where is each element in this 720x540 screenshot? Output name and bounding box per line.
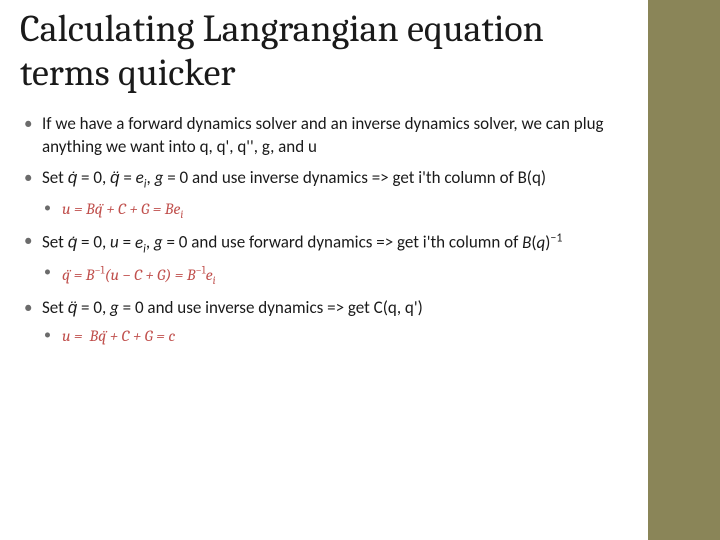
bullet-item: Set q̇ = 0, u = ei, g = 0 and use forwar… <box>20 230 640 289</box>
bullet-text: If we have a forward dynamics solver and… <box>42 113 604 157</box>
bullet-list: If we have a forward dynamics solver and… <box>20 113 640 347</box>
sub-list: u = Bq̈ + C + G = c <box>42 326 640 348</box>
sub-item: u = Bq̈ + C + G = c <box>42 326 640 348</box>
bullet-tail-math: B(q)−1 <box>522 232 562 253</box>
bullet-conditions: q̈ = 0, g = 0 <box>68 297 144 318</box>
sub-item: u = Bq̈ + C + G = Bei <box>42 199 640 222</box>
bullet-conditions: q̇ = 0, u = ei, g = 0 <box>68 232 188 253</box>
equation: q̈ = B−1(u − C + G) = B−1ei <box>62 266 216 284</box>
sub-list: u = Bq̈ + C + G = Bei <box>42 199 640 222</box>
accent-sidebar <box>648 0 720 540</box>
slide-content: Calculating Langrangian equation terms q… <box>20 8 640 355</box>
bullet-text-mid: and use inverse dynamics => get C(q, q') <box>144 297 423 318</box>
bullet-text-mid: and use inverse dynamics => get i'th col… <box>188 167 546 188</box>
equation: u = Bq̈ + C + G = Bei <box>62 200 183 218</box>
sub-list: q̈ = B−1(u − C + G) = B−1ei <box>42 263 640 289</box>
bullet-item: Set q̇ = 0, q̈ = ei, g = 0 and use inver… <box>20 167 640 222</box>
bullet-text-mid: and use forward dynamics => get i'th col… <box>187 232 522 253</box>
equation: u = Bq̈ + C + G = c <box>62 327 175 345</box>
bullet-item: If we have a forward dynamics solver and… <box>20 113 640 159</box>
bullet-text-prefix: Set <box>42 297 68 318</box>
sub-item: q̈ = B−1(u − C + G) = B−1ei <box>42 263 640 289</box>
bullet-text-prefix: Set <box>42 167 68 188</box>
bullet-conditions: q̇ = 0, q̈ = ei, g = 0 <box>68 167 188 188</box>
bullet-item: Set q̈ = 0, g = 0 and use inverse dynami… <box>20 297 640 348</box>
slide-title: Calculating Langrangian equation terms q… <box>20 8 640 95</box>
bullet-text-prefix: Set <box>42 232 68 253</box>
